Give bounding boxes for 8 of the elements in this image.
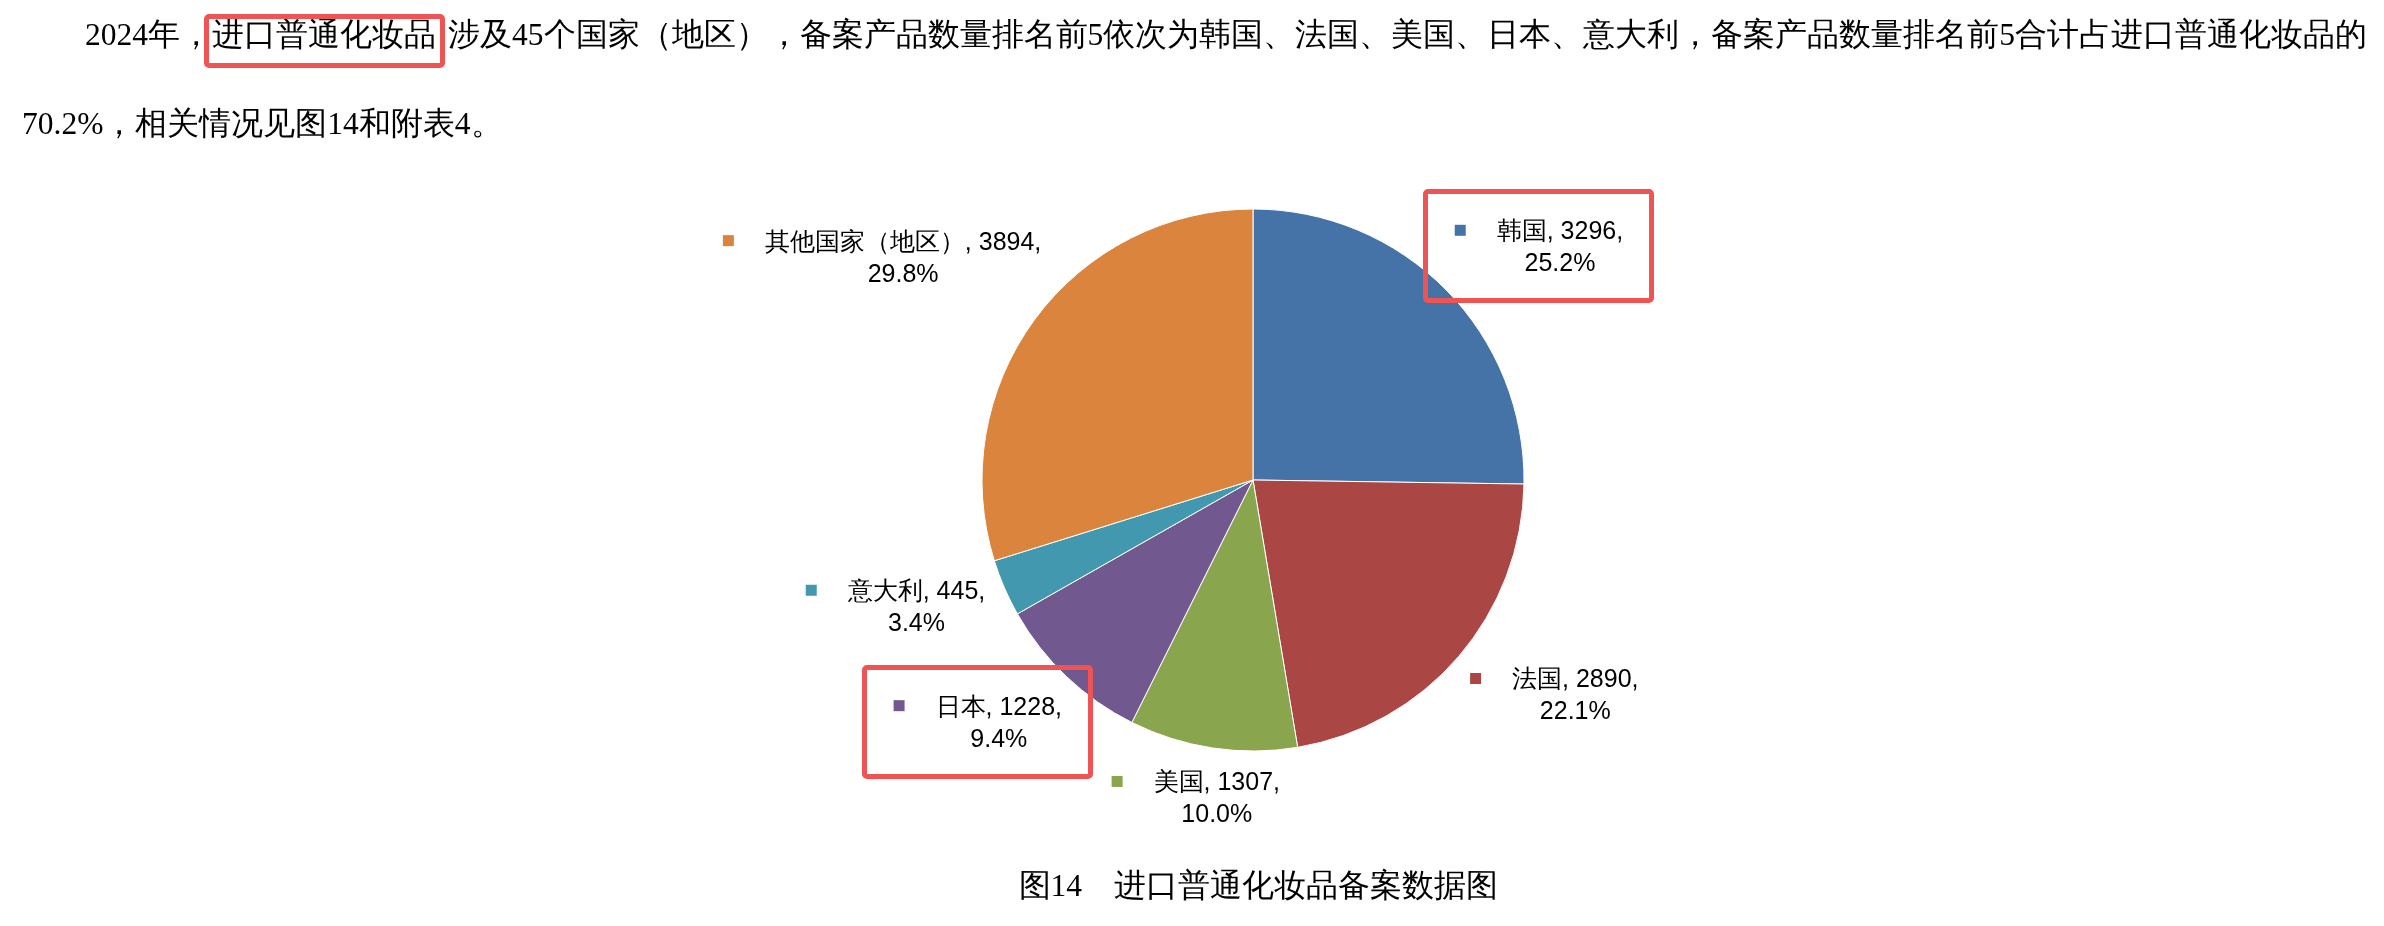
legend-label: 美国, 1307, 10.0% bbox=[1152, 766, 1282, 830]
legend-label: 日本, 1228, 9.4% bbox=[934, 690, 1063, 754]
text: 图14 进口普通化妆品备案数据图 bbox=[1018, 867, 1498, 903]
legend-label: 其他国家（地区）, 3894, 29.8% bbox=[763, 225, 1043, 289]
legend-label: 意大利, 445, 3.4% bbox=[846, 575, 987, 639]
legend-label: 韩国, 3296, 25.2% bbox=[1495, 215, 1625, 279]
legend-label: 法国, 2890, 22.1% bbox=[1511, 663, 1640, 727]
text: 2024年，进口普通化妆品涉及45个国家（地区），备案产品数量排名前5依次为韩国、法国、美国、日本、意大利，备案产品数量排名前5合计占进口普通化妆品的70.2%，相关情况见图14和附表4。 bbox=[22, 17, 2367, 141]
